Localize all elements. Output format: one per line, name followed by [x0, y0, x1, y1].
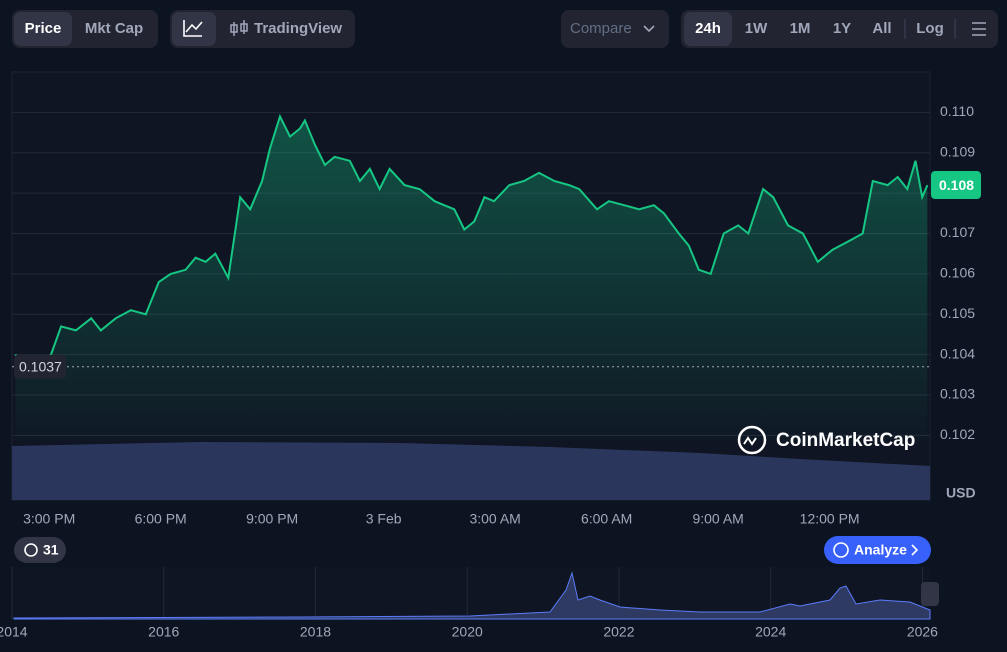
settings-icon[interactable] [972, 22, 986, 36]
line-icon [183, 20, 203, 37]
y-tick-label: 0.104 [940, 345, 975, 361]
x-tick-label: 9:00 PM [246, 511, 298, 527]
y-tick-label: 0.105 [940, 305, 975, 321]
range-button[interactable]: 1M [790, 20, 811, 37]
tab[interactable]: Price [25, 20, 62, 37]
analyze-label: Analyze [854, 542, 907, 558]
navigator-tick-label: 2026 [907, 624, 938, 640]
brand-icon-mark [743, 436, 757, 446]
history-icon [24, 543, 38, 557]
brand: CoinMarketCap [737, 425, 915, 455]
navigator-tick-label: 2016 [148, 624, 179, 640]
x-tick-label: 3 Feb [366, 511, 402, 527]
compare-label: Compare [570, 20, 632, 37]
reference-label: 0.1037 [19, 358, 62, 374]
x-tick-label: 9:00 AM [692, 511, 743, 527]
brand-icon [737, 425, 767, 455]
range-group [681, 10, 998, 48]
navigator-tick-label: 2020 [452, 624, 483, 640]
y-tick-label: 0.106 [940, 265, 975, 281]
navigator-line [13, 571, 931, 620]
y-tick-label: 0.102 [940, 426, 975, 442]
navigator-tick-label: 2018 [300, 624, 331, 640]
x-tick-label: 6:00 PM [135, 511, 187, 527]
x-tick-label: 12:00 PM [800, 511, 860, 527]
volume-area [12, 442, 930, 500]
navigator-handle[interactable] [921, 582, 939, 606]
compare-button[interactable] [561, 10, 669, 48]
currency: USD [946, 485, 976, 501]
tool-group [170, 10, 355, 48]
current-price-label: 0.108 [939, 177, 974, 193]
range-button[interactable]: 1W [745, 20, 768, 37]
x-tick-label: 3:00 AM [469, 511, 520, 527]
y-tick-label: 0.110 [940, 103, 974, 119]
reference-tag [14, 354, 66, 379]
range-button[interactable]: All [872, 20, 891, 37]
y-tick-label: 0.103 [940, 386, 975, 402]
line-button[interactable] [172, 12, 216, 46]
chevron [911, 544, 919, 556]
x-tick-label: 3:00 PM [23, 511, 75, 527]
analyze-button[interactable] [824, 536, 931, 564]
tab-active[interactable] [14, 12, 72, 46]
navigator-tick-label: 2014 [0, 624, 28, 640]
area-fill [15, 116, 928, 441]
range-active[interactable] [684, 12, 732, 46]
brand-name: CoinMarketCap [776, 430, 915, 451]
navigator-tick-label: 2024 [755, 624, 786, 640]
chevron [643, 25, 655, 33]
range-button[interactable]: 24h [695, 20, 721, 37]
y-tick-label: 0.109 [940, 143, 975, 159]
log-button[interactable]: Log [916, 20, 944, 37]
analyze-icon [833, 542, 849, 558]
price-line [14, 113, 929, 373]
y-tick-label: 0.107 [940, 224, 975, 240]
navigator-tick-label: 2022 [603, 624, 634, 640]
events-pill[interactable] [14, 537, 66, 563]
current-price-tag [931, 171, 981, 200]
tradingview-button[interactable]: TradingView [254, 20, 342, 37]
tab[interactable]: Mkt Cap [85, 20, 143, 37]
range-button[interactable]: 1Y [833, 20, 851, 37]
events-count: 31 [43, 542, 59, 558]
candle-icon [230, 20, 248, 36]
x-tick-label: 6:00 AM [581, 511, 632, 527]
